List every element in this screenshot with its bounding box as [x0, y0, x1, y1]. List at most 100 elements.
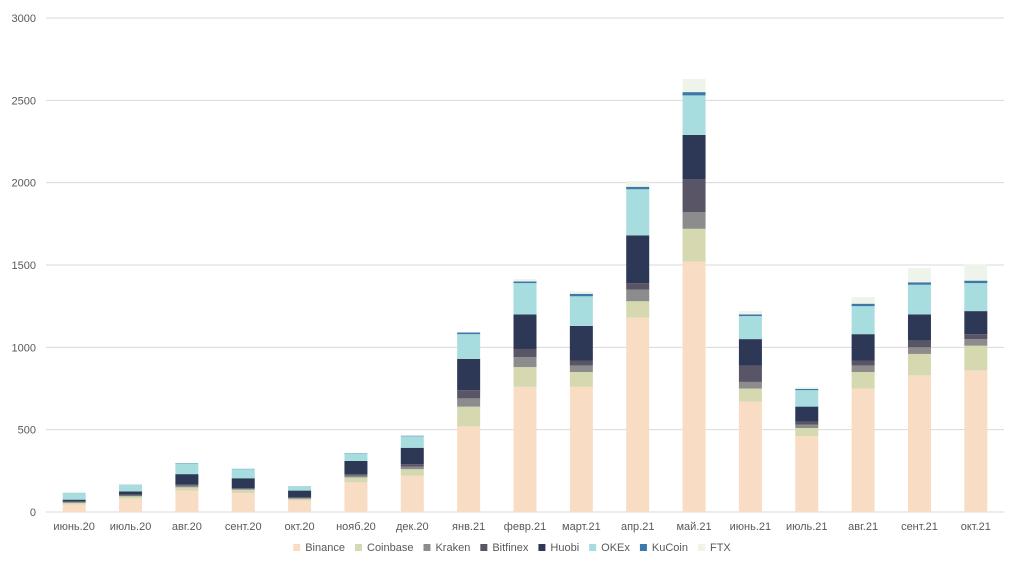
bar-segment-binance	[62, 504, 86, 512]
bar-stack-13	[795, 387, 819, 512]
bar-segment-binance	[231, 493, 255, 512]
bar-segment-kucoin	[738, 314, 762, 317]
bar-segment-huobi	[964, 311, 988, 335]
legend-item-kucoin: KuCoin	[639, 542, 688, 554]
bar-segment-bitfinex	[513, 348, 537, 358]
bar-segment-kraken	[569, 365, 593, 373]
bar-segment-bitfinex	[344, 474, 368, 476]
bar-segment-huobi	[62, 499, 86, 502]
bar-segment-bitfinex	[62, 501, 86, 503]
bar-stack-9	[569, 291, 593, 512]
legend-label: Huobi	[550, 542, 579, 554]
bar-segment-ftx	[626, 181, 650, 187]
bar-segment-okex	[344, 453, 368, 461]
x-tick-label: апр.21	[621, 521, 654, 533]
bar-segment-okex	[400, 436, 424, 448]
bar-segment-coinbase	[626, 301, 650, 318]
legend-label: FTX	[710, 542, 731, 554]
bar-segment-kucoin	[795, 388, 819, 391]
bar-segment-ftx	[795, 387, 819, 389]
bar-segment-coinbase	[964, 345, 988, 371]
x-tick-label: окт.21	[961, 521, 991, 533]
bar-segment-kraken	[964, 339, 988, 346]
bar-segment-binance	[738, 401, 762, 512]
bar-segment-bitfinex	[682, 179, 706, 213]
legend-swatch	[639, 544, 647, 551]
bar-segment-binance	[288, 500, 312, 512]
bar-layer	[62, 78, 988, 512]
bar-stack-8	[513, 279, 537, 512]
x-axis-ticks: июнь.20 июль.20 авг.20 сент.20 окт.20 нояб.20…	[53, 521, 990, 533]
bar-segment-kucoin	[513, 281, 537, 284]
y-tick-label: 2000	[12, 178, 36, 190]
bar-segment-coinbase	[907, 353, 931, 376]
bar-segment-bitfinex	[738, 365, 762, 382]
y-tick-label: 0	[30, 507, 36, 519]
bar-segment-okex	[907, 284, 931, 315]
bar-segment-ftx	[682, 78, 706, 93]
bar-segment-kucoin	[682, 92, 706, 96]
bar-segment-binance	[569, 386, 593, 512]
bar-segment-coinbase	[738, 388, 762, 402]
bar-segment-okex	[569, 296, 593, 326]
bar-stack-5	[344, 453, 368, 512]
bar-segment-okex	[288, 486, 312, 491]
bar-segment-kraken	[62, 502, 86, 503]
bar-segment-bitfinex	[400, 464, 424, 467]
bar-stack-0	[62, 492, 86, 512]
bar-segment-coinbase	[795, 428, 819, 437]
bar-segment-binance	[457, 426, 481, 512]
legend-swatch	[697, 544, 705, 551]
bar-segment-okex	[795, 390, 819, 407]
bar-segment-coinbase	[457, 406, 481, 427]
bar-segment-coinbase	[175, 487, 199, 491]
bar-segment-coinbase	[119, 496, 143, 499]
bar-segment-kraken	[175, 485, 199, 488]
y-tick-label: 1000	[12, 342, 36, 354]
y-tick-label: 3000	[12, 13, 36, 25]
bar-segment-binance	[175, 490, 199, 512]
bar-segment-kraken	[626, 289, 650, 302]
legend-swatch	[589, 544, 597, 551]
bar-segment-ftx	[907, 268, 931, 283]
bar-segment-kraken	[738, 381, 762, 389]
bar-segment-okex	[62, 493, 86, 500]
bar-segment-binance	[682, 261, 706, 512]
bar-segment-bitfinex	[288, 497, 312, 498]
bar-segment-coinbase	[682, 228, 706, 262]
y-tick-label: 2500	[12, 95, 36, 107]
x-tick-label: сент.20	[225, 521, 262, 533]
x-tick-label: янв.21	[452, 521, 485, 533]
bar-segment-ftx	[569, 291, 593, 294]
bar-segment-huobi	[682, 134, 706, 180]
y-tick-label: 1500	[12, 260, 36, 272]
legend-swatch	[423, 544, 431, 551]
bar-segment-coinbase	[62, 502, 86, 505]
bar-stack-12	[738, 311, 762, 512]
bar-segment-coinbase	[288, 498, 312, 501]
bar-segment-bitfinex	[119, 494, 143, 496]
bar-segment-binance	[344, 482, 368, 512]
bar-segment-kraken	[400, 466, 424, 470]
x-tick-label: июнь.21	[730, 521, 772, 533]
bar-segment-coinbase	[569, 372, 593, 387]
bar-segment-okex	[119, 484, 143, 492]
bar-segment-okex	[626, 189, 650, 236]
legend-item-binance: Binance	[293, 542, 345, 554]
bar-segment-huobi	[288, 490, 312, 498]
bar-segment-bitfinex	[175, 484, 199, 486]
bar-segment-binance	[907, 375, 931, 512]
legend-item-kraken: Kraken	[423, 542, 470, 554]
bar-segment-kucoin	[626, 186, 650, 190]
bar-segment-kraken	[795, 424, 819, 429]
bar-segment-coinbase	[513, 367, 537, 387]
bar-segment-huobi	[231, 478, 255, 489]
bar-segment-huobi	[513, 314, 537, 349]
legend-item-ftx: FTX	[697, 542, 731, 554]
x-tick-label: июль.21	[786, 521, 828, 533]
legend-item-huobi: Huobi	[538, 542, 579, 554]
bar-segment-huobi	[795, 406, 819, 422]
legend-label: Bitfinex	[492, 542, 529, 554]
x-tick-label: май.21	[676, 521, 711, 533]
